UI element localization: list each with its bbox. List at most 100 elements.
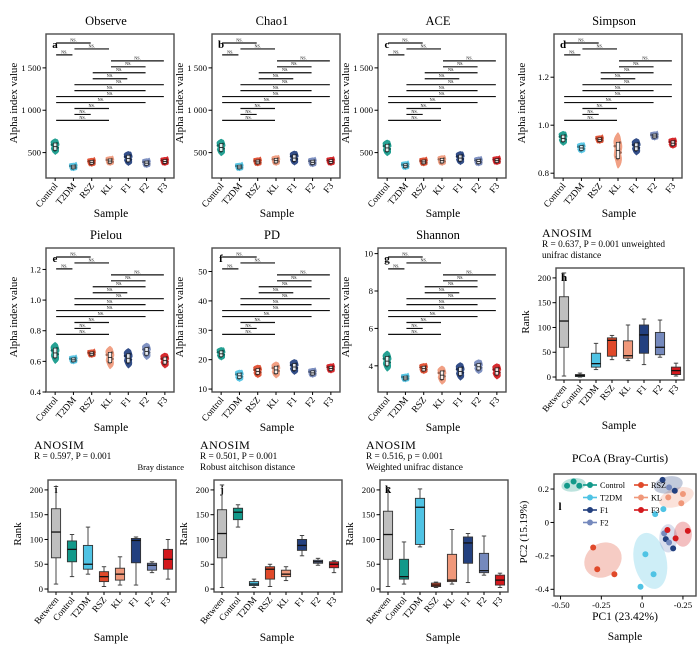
svg-text:NS.: NS. [439,85,445,90]
svg-text:Control: Control [200,395,226,424]
svg-text:500: 500 [360,148,374,158]
anosim-stats: R = 0.501, P = 0.001 [200,452,278,463]
svg-text:8: 8 [369,286,374,296]
svg-text:RSZ: RSZ [410,395,429,415]
svg-text:RSZ: RSZ [78,395,97,415]
svg-text:F2: F2 [475,595,489,609]
svg-text:4: 4 [369,361,374,371]
svg-text:20: 20 [198,355,207,365]
svg-text:F2: F2 [304,181,318,195]
svg-text:10: 10 [364,249,373,259]
svg-text:NS.: NS. [569,49,575,54]
svg-text:NS.: NS. [107,91,113,96]
svg-text:150: 150 [30,510,44,520]
svg-text:NS.: NS. [448,67,454,72]
svg-text:d: d [560,39,566,51]
svg-text:-0.25: -0.25 [592,600,611,610]
svg-text:c: c [385,39,390,51]
x-axis-label: Sample [93,422,129,434]
svg-text:NS.: NS. [439,299,445,304]
svg-text:a: a [52,39,58,51]
svg-text:F1: F1 [452,181,466,195]
svg-text:KL: KL [109,595,125,611]
svg-text:F3: F3 [159,595,173,609]
panel-observe: Observe Alpha index value a 500 1 000 1 500… [6,12,192,228]
panel-pielou: Pielou Alpha index value e 0.4 0.6 0.8 1.0 1.… [6,226,192,442]
svg-text:0: 0 [205,584,210,594]
svg-text:RSZ: RSZ [256,595,275,615]
svg-text:10: 10 [198,384,207,394]
anosim-title: ANOSIM [542,226,593,240]
svg-text:RSZ: RSZ [90,595,109,615]
svg-text:NS.: NS. [448,281,454,286]
svg-text:1 500: 1 500 [188,63,208,73]
svg-text:NS.: NS. [227,263,233,268]
panel-anosim-robust-aitchison: ANOSIM R = 0.501, P = 0.001 Robust aitch… [172,438,358,654]
x-axis-label: Sample [259,632,295,644]
svg-text:NS.: NS. [79,323,85,328]
svg-text:Control: Control [34,395,60,424]
panel-title: Observe [85,14,127,28]
panel-pd: PD Alpha index value f 10 20 30 40 50 Control T… [172,226,358,442]
svg-text:F3: F3 [322,395,336,409]
svg-text:0: 0 [39,584,44,594]
svg-text:NS.: NS. [273,73,279,78]
svg-text:RSZ: RSZ [244,395,263,415]
x-axis-label: Sample [425,422,461,434]
svg-text:NS.: NS. [264,311,270,316]
svg-text:NS.: NS. [125,61,131,66]
svg-text:NS.: NS. [448,79,454,84]
svg-text:NS.: NS. [89,43,95,48]
svg-text:NS.: NS. [273,287,279,292]
svg-text:6: 6 [369,323,374,333]
svg-text:F3: F3 [491,595,505,609]
svg-text:NS.: NS. [282,67,288,72]
anosim-header: ANOSIM R = 0.516, p = 0.001 Weighted uni… [366,438,463,474]
svg-text:NS.: NS. [606,97,612,102]
svg-text:NS.: NS. [291,275,297,280]
svg-text:F3: F3 [322,181,336,195]
anosim-weighted-unifrac-boxplot: k050100150200BetweenControlT2DMRSZKLF1F2… [362,479,509,626]
panel-pcoa: PCoA (Bray-Curtis) PC2 (15.19%) l -0.50 -0… [514,438,700,654]
panel-anosim-bray: ANOSIM R = 0.597, P = 0.001 Bray distanc… [6,438,192,654]
svg-text:0: 0 [547,372,552,382]
panel-shannon: Shannon Alpha index value g 4 6 8 10 Control T… [338,226,524,442]
svg-text:Control: Control [366,395,392,424]
panel-title: Simpson [592,14,636,28]
svg-text:RSZ: RSZ [598,383,617,403]
svg-text:1.0: 1.0 [30,295,42,305]
anosim-title: ANOSIM [34,438,85,452]
y-axis-label: Alpha index value [340,276,352,358]
svg-text:NS.: NS. [642,55,648,60]
svg-text:NS.: NS. [587,109,593,114]
svg-text:KL: KL [275,595,291,611]
svg-text:b: b [218,39,224,51]
svg-text:KL: KL [608,181,624,197]
panel-title: PCoA (Bray-Curtis) [571,451,669,465]
svg-text:0: 0 [640,600,645,610]
svg-text:NS.: NS. [255,257,261,262]
svg-text:NS.: NS. [282,79,288,84]
svg-text:F2: F2 [470,395,484,409]
x-axis-label: Sample [425,208,461,220]
svg-text:NS.: NS. [457,61,463,66]
svg-text:NS.: NS. [79,115,85,120]
svg-text:NS.: NS. [430,97,436,102]
svg-text:NS.: NS. [264,97,270,102]
svg-text:F1: F1 [286,181,300,195]
x-axis-label: Sample [93,632,129,644]
anosim-distance: Weighted unifrac distance [366,463,463,474]
svg-text:NS.: NS. [116,281,122,286]
svg-text:l: l [558,501,561,513]
svg-text:150: 150 [362,510,376,520]
y-axis-label: Alpha index value [8,62,20,144]
svg-text:NS.: NS. [89,317,95,322]
svg-text:F1: F1 [127,595,141,609]
svg-text:NS.: NS. [615,85,621,90]
svg-text:1 000: 1 000 [22,105,42,115]
svg-text:NS.: NS. [466,269,472,274]
svg-text:KL: KL [617,383,633,399]
